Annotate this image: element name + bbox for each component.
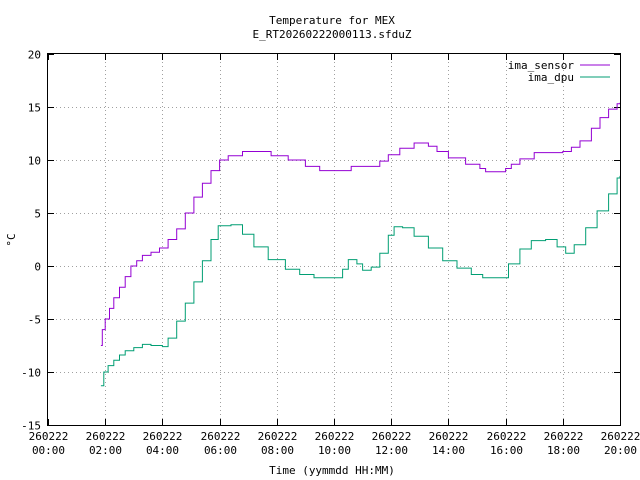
tick-layer: -15-10-50510152026022200:0026022202:0026… (21, 49, 640, 458)
x-tick-label-time: 18:00 (547, 444, 580, 457)
x-tick-label-date: 260222 (601, 430, 640, 443)
plot-frame (47, 53, 621, 426)
x-tick-label-time: 04:00 (146, 444, 179, 457)
x-tick-label-date: 260222 (429, 430, 469, 443)
y-tick-label: -15 (21, 420, 41, 433)
y-tick-label: -10 (21, 367, 41, 380)
x-tick-label-time: 10:00 (318, 444, 351, 457)
x-tick-label-time: 06:00 (204, 444, 237, 457)
legend-label-ima-dpu: ima_dpu (528, 71, 574, 84)
x-tick-label-time: 08:00 (261, 444, 294, 457)
legend: ima_sensor ima_dpu (508, 59, 610, 84)
y-tick-label: 0 (34, 261, 41, 274)
y-tick-label: 10 (28, 155, 41, 168)
y-tick-label: 5 (34, 208, 41, 221)
x-axis-label: Time (yymmdd HH:MM) (269, 464, 395, 477)
x-tick-label-time: 02:00 (89, 444, 122, 457)
series-line-ima-sensor (100, 102, 621, 346)
chart-subtitle: E_RT20260222000113.sfduZ (253, 28, 412, 41)
x-tick-label-date: 260222 (201, 430, 241, 443)
x-tick-label-time: 12:00 (375, 444, 408, 457)
chart-title: Temperature for MEX (269, 14, 395, 27)
y-tick-label: 20 (28, 49, 41, 62)
x-tick-label-date: 260222 (487, 430, 527, 443)
series-line-ima-dpu (100, 175, 621, 387)
x-tick-label-date: 260222 (544, 430, 584, 443)
x-tick-label-date: 260222 (315, 430, 355, 443)
grid-layer (48, 54, 620, 425)
series-layer (100, 102, 621, 387)
legend-label-ima-sensor: ima_sensor (508, 59, 575, 72)
x-tick-label-time: 14:00 (432, 444, 465, 457)
x-tick-label-time: 16:00 (490, 444, 523, 457)
x-tick-label-date: 260222 (143, 430, 183, 443)
y-tick-label: 15 (28, 102, 41, 115)
x-tick-label-time: 00:00 (32, 444, 65, 457)
x-tick-label-date: 260222 (86, 430, 126, 443)
x-tick-label-date: 260222 (258, 430, 298, 443)
y-axis-label: °C (5, 233, 18, 246)
x-tick-label-date: 260222 (372, 430, 412, 443)
x-tick-label-date: 260222 (29, 430, 69, 443)
y-tick-label: -5 (28, 314, 41, 327)
x-tick-label-time: 20:00 (604, 444, 637, 457)
